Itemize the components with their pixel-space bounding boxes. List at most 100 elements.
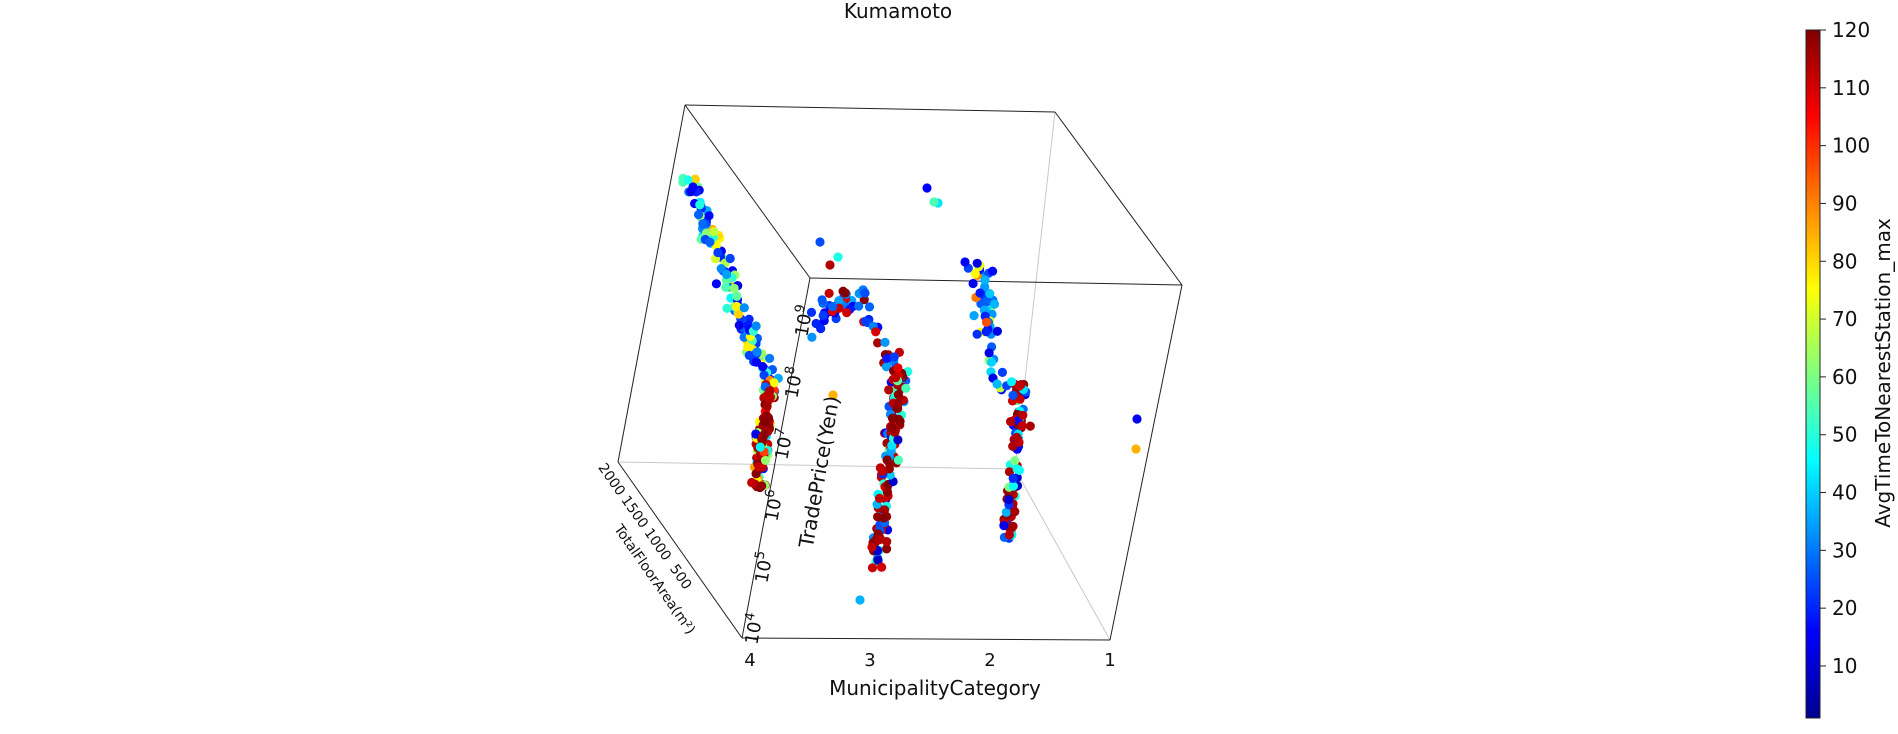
data-point — [893, 390, 904, 400]
data-point — [731, 301, 742, 311]
data-point — [882, 455, 892, 465]
data-point — [762, 401, 772, 411]
data-point — [867, 563, 878, 573]
x-axis-label: MunicipalityCategory — [829, 676, 1041, 700]
data-point — [739, 303, 749, 313]
data-point — [890, 373, 901, 383]
box-edge — [741, 277, 811, 639]
data-point — [882, 537, 892, 547]
data-point — [969, 311, 979, 321]
colorbar-tick-label: 100 — [1832, 134, 1870, 158]
data-point — [713, 247, 723, 258]
data-point — [960, 257, 970, 267]
box-edge-back — [1014, 468, 1111, 641]
x-tick-label: 3 — [864, 650, 875, 671]
data-point — [1131, 444, 1141, 454]
data-point — [732, 291, 742, 301]
y-tick-label: 2000 — [595, 461, 629, 499]
data-point — [688, 182, 698, 192]
box-edge — [617, 461, 743, 639]
box-edge — [617, 104, 686, 463]
x-axis-ticks: 4 3 2 1 — [744, 650, 1115, 671]
data-point — [988, 266, 998, 276]
data-point — [757, 481, 767, 491]
data-point — [854, 301, 864, 311]
data-point — [817, 295, 827, 305]
z-tick-label: 108 — [779, 365, 808, 400]
svg-text:105: 105 — [749, 550, 778, 585]
data-point — [882, 353, 892, 364]
x-tick-label: 2 — [984, 650, 995, 671]
svg-text:104: 104 — [739, 611, 768, 646]
colorbar: 10 20 30 40 50 60 70 80 90 100 110 120 AvgTimeToNea… — [1805, 18, 1895, 719]
svg-text:107: 107 — [769, 427, 798, 462]
data-point — [752, 347, 762, 357]
box-edge — [1054, 111, 1183, 286]
data-point — [751, 469, 761, 479]
data-point — [744, 350, 754, 360]
data-point — [760, 455, 771, 465]
data-point — [722, 269, 732, 280]
data-point — [982, 296, 992, 307]
box-edge — [684, 104, 811, 279]
box-edge — [684, 104, 1056, 113]
svg-text:106: 106 — [759, 488, 788, 523]
x-tick-label: 4 — [744, 650, 755, 671]
data-point — [734, 309, 744, 319]
colorbar-ticks: 10 20 30 40 50 60 70 80 90 100 110 120 — [1820, 18, 1870, 678]
data-point — [1004, 495, 1014, 505]
data-point — [881, 362, 892, 372]
z-tick-label: 105 — [749, 550, 778, 585]
data-point — [972, 258, 982, 268]
data-point — [855, 595, 865, 605]
data-point — [721, 282, 731, 292]
data-point — [985, 289, 995, 299]
colorbar-label: AvgTimeToNearestStation_max — [1871, 218, 1895, 528]
data-point — [893, 363, 903, 373]
data-point — [815, 237, 825, 247]
z-axis-ticks: 104 105 106 107 108 109 — [739, 303, 817, 646]
svg-text:108: 108 — [779, 365, 808, 400]
data-point — [887, 422, 897, 432]
data-point — [922, 183, 932, 193]
data-point — [722, 303, 732, 313]
data-point — [986, 357, 997, 367]
data-point — [725, 253, 735, 264]
data-point — [683, 175, 693, 185]
data-point — [765, 353, 775, 363]
data-point — [878, 466, 888, 476]
data-point — [999, 521, 1009, 531]
data-point — [1018, 410, 1028, 420]
colorbar-tick-label: 20 — [1832, 596, 1857, 620]
x-tick-label: 1 — [1104, 650, 1115, 671]
data-point — [1017, 421, 1027, 431]
data-point — [1008, 481, 1019, 491]
data-point — [893, 398, 903, 408]
data-point — [882, 544, 892, 554]
data-point — [759, 370, 769, 380]
data-point — [690, 174, 700, 184]
data-point — [769, 378, 779, 388]
data-point — [729, 283, 739, 293]
data-point — [989, 299, 1000, 309]
data-point — [929, 197, 939, 207]
data-point — [1010, 507, 1020, 517]
data-point — [828, 390, 838, 400]
data-point — [981, 327, 991, 337]
data-point — [1010, 456, 1020, 466]
data-point — [887, 440, 897, 451]
data-point — [864, 302, 875, 312]
data-point — [895, 416, 905, 426]
data-point — [981, 317, 992, 327]
colorbar-tick-label: 70 — [1832, 307, 1857, 331]
data-point — [1006, 417, 1016, 427]
data-point — [992, 379, 1002, 389]
data-point — [874, 493, 885, 503]
data-point — [1012, 464, 1022, 474]
data-point — [889, 352, 899, 362]
data-point — [704, 211, 714, 221]
data-point — [824, 288, 834, 298]
data-point — [1132, 414, 1142, 424]
data-point — [833, 252, 843, 262]
